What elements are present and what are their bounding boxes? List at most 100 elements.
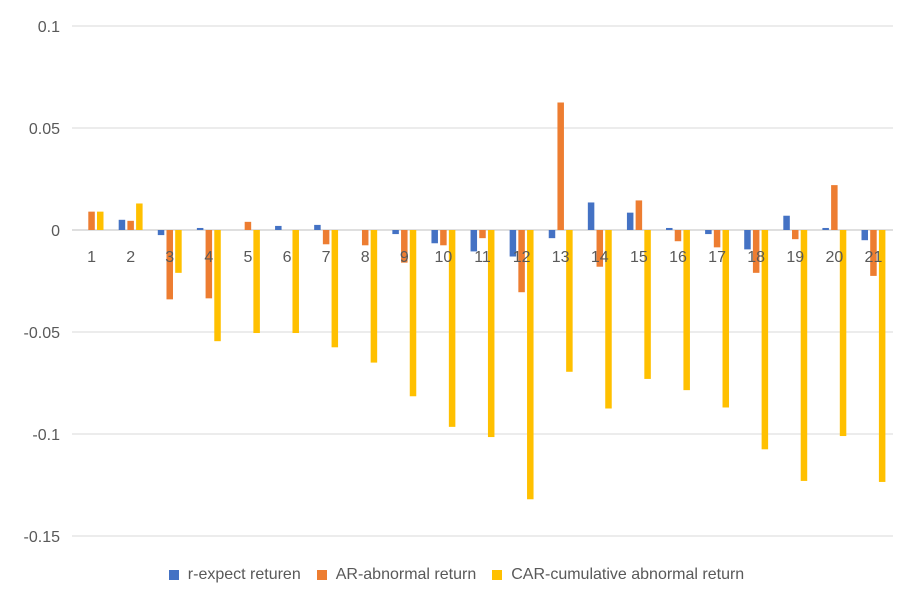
bar — [822, 227, 829, 230]
bar — [292, 230, 299, 334]
x-tick-label: 20 — [825, 249, 843, 266]
x-tick-label: 1 — [87, 249, 96, 266]
bar — [479, 230, 486, 239]
bar — [870, 230, 877, 276]
legend-item-ar: AR-abnormal return — [316, 566, 477, 584]
x-tick-label: 10 — [435, 249, 453, 266]
x-tick-label: 5 — [243, 249, 252, 266]
bar — [409, 230, 417, 397]
legend-item-r-expect: r-expect returen — [168, 566, 301, 584]
x-tick-label: 7 — [322, 249, 331, 266]
bar — [88, 211, 95, 230]
bar — [275, 225, 282, 230]
bar — [214, 230, 221, 342]
bars — [88, 102, 886, 500]
bar — [331, 230, 339, 348]
x-tick-label: 11 — [474, 249, 491, 266]
bar — [440, 230, 447, 246]
bar — [322, 230, 330, 245]
bar — [205, 230, 213, 299]
bar — [518, 230, 525, 293]
bar — [527, 230, 534, 500]
x-tick-label: 16 — [669, 249, 687, 266]
y-tick-label: 0 — [51, 223, 60, 240]
x-tick-label: 21 — [865, 249, 883, 266]
bar — [509, 230, 517, 257]
bar — [587, 202, 595, 230]
bar — [666, 227, 673, 230]
bar — [370, 230, 378, 363]
bar — [605, 230, 612, 409]
x-tick-label: 3 — [165, 249, 174, 266]
bar — [361, 230, 369, 246]
x-tick-label: 15 — [630, 249, 648, 266]
bar — [744, 230, 751, 250]
bar — [722, 230, 730, 408]
bar — [713, 230, 721, 248]
bar — [392, 230, 399, 235]
bar — [118, 219, 126, 230]
bar — [253, 230, 260, 334]
y-axis-ticks: 0.1 0.05 0 -0.05 -0.1 -0.15 — [24, 19, 61, 546]
gridlines — [72, 25, 893, 537]
legend-label-ar: AR-abnormal return — [335, 566, 477, 583]
bar — [635, 200, 643, 230]
bar — [566, 230, 573, 372]
bar — [487, 230, 495, 438]
legend-swatch-car — [492, 570, 503, 580]
bar — [761, 230, 769, 450]
bar — [683, 230, 690, 391]
legend-swatch-r-expect — [168, 570, 179, 580]
bar — [644, 230, 651, 379]
legend: r-expect returen AR-abnormal return CAR-… — [0, 566, 913, 584]
bar — [166, 230, 173, 300]
bar — [800, 230, 808, 481]
bar — [626, 212, 634, 230]
bar — [792, 230, 799, 240]
bar — [596, 230, 604, 267]
x-tick-label: 6 — [283, 249, 292, 266]
bar — [470, 230, 478, 252]
bar — [175, 230, 182, 273]
legend-item-car: CAR-cumulative abnormal return — [492, 566, 744, 584]
legend-label-car: CAR-cumulative abnormal return — [511, 566, 745, 583]
legend-swatch-ar — [316, 570, 327, 580]
bar — [557, 102, 564, 230]
bar — [136, 203, 143, 230]
x-tick-label: 4 — [204, 249, 213, 266]
x-tick-label: 19 — [786, 249, 804, 266]
bar — [96, 211, 104, 230]
bar — [548, 230, 556, 239]
bar — [831, 185, 838, 230]
bar — [431, 230, 438, 244]
x-tick-label: 17 — [708, 249, 726, 266]
legend-label-r-expect: r-expect returen — [187, 566, 301, 583]
bar — [878, 230, 886, 482]
bar — [705, 230, 712, 235]
bar — [196, 227, 204, 230]
bar — [783, 215, 790, 230]
x-tick-label: 12 — [513, 249, 531, 266]
bar — [157, 230, 165, 236]
x-tick-label: 14 — [591, 249, 609, 266]
bar — [752, 230, 760, 273]
y-tick-label: 0.05 — [29, 121, 60, 138]
x-tick-label: 13 — [552, 249, 570, 266]
y-tick-label: -0.1 — [32, 427, 60, 444]
y-tick-label: 0.1 — [38, 19, 60, 36]
bar — [401, 230, 408, 263]
chart: 0.10.050-0.05-0.1-0.15 1 2 3 4 5 6 7 8 9 10 11 12 13… — [24, 19, 893, 546]
bar — [244, 221, 252, 230]
x-tick-label: 9 — [400, 249, 409, 266]
x-tick-label: 8 — [361, 249, 370, 266]
y-tick-label: -0.15 — [24, 529, 61, 546]
y-tick-label: -0.05 — [24, 325, 61, 342]
x-axis-categories: 1 2 3 4 5 6 7 8 9 10 11 12 13 14 15 16 17 18 19 20 21 — [87, 249, 882, 266]
bar — [314, 224, 321, 230]
bar — [861, 230, 869, 241]
bar — [674, 230, 682, 242]
bar — [448, 230, 456, 427]
x-tick-label: 18 — [747, 249, 765, 266]
bar — [839, 230, 847, 437]
bar — [127, 220, 134, 230]
